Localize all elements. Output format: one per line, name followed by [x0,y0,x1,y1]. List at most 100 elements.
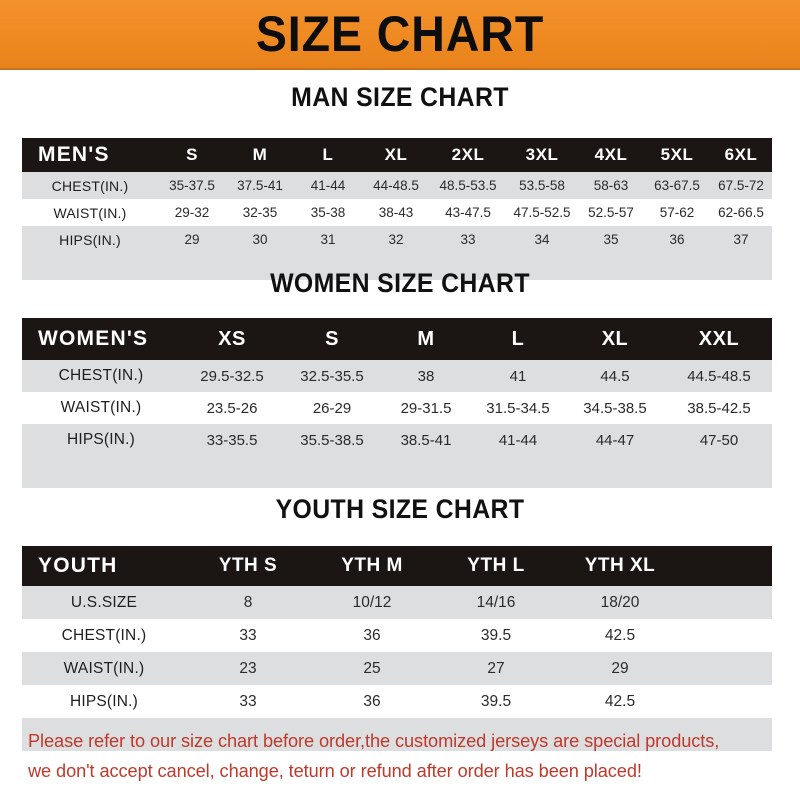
measurement-cell: 36 [644,226,710,253]
measurement-cell: 35-37.5 [158,172,226,199]
women-size-column-header: S [284,318,380,360]
measurement-cell: 42.5 [558,619,682,652]
men-size-table: MEN'S S M L XL 2XL 3XL 4XL 5XL 6XL CHEST(IN.) 35-3… [22,138,772,280]
table-bottom-strip-cell [578,253,644,280]
men-size-column-header: XL [362,138,430,172]
row-label: HIPS(IN.) [22,226,158,253]
measurement-cell: 31 [294,226,362,253]
table-row: CHEST(IN.) 29.5-32.5 32.5-35.5 38 41 44.5 44.5… [22,360,772,392]
measurement-cell: 41-44 [472,424,564,456]
measurement-cell: 38.5-42.5 [666,392,772,424]
measurement-cell: 29-32 [158,199,226,226]
measurement-cell: 8 [186,586,310,619]
women-size-table: WOMEN'S XS S M L XL XXL CHEST(IN.) 29.5-32.5 32.… [22,318,772,488]
measurement-cell: 31.5-34.5 [472,392,564,424]
measurement-cell: 29-31.5 [380,392,472,424]
women-size-column-header: XS [180,318,284,360]
measurement-cell: 67.5-72 [710,172,772,199]
table-bottom-strip-cell [434,718,558,751]
men-size-column-header: L [294,138,362,172]
youth-size-column-header: YTH S [186,546,310,586]
table-bottom-strip-cell [558,718,682,751]
table-header-row: MEN'S S M L XL 2XL 3XL 4XL 5XL 6XL [22,138,772,172]
measurement-cell: 39.5 [434,619,558,652]
table-bottom-strip-cell [22,456,180,488]
measurement-cell: 37.5-41 [226,172,294,199]
men-size-column-header: S [158,138,226,172]
table-row: HIPS(IN.) 33-35.5 35.5-38.5 38.5-41 41-44 44-… [22,424,772,456]
measurement-cell: 48.5-53.5 [430,172,506,199]
measurement-cell: 32-35 [226,199,294,226]
women-table-corner-label: WOMEN'S [22,318,180,360]
measurement-cell: 27 [434,652,558,685]
row-label: WAIST(IN.) [22,652,186,685]
measurement-cell: 34.5-38.5 [564,392,666,424]
table-filler-cell [682,685,772,718]
measurement-cell: 18/20 [558,586,682,619]
measurement-cell: 35-38 [294,199,362,226]
youth-table-corner-label: YOUTH [22,546,186,586]
table-filler-cell [682,546,772,586]
measurement-cell: 58-63 [578,172,644,199]
measurement-cell: 38 [380,360,472,392]
table-bottom-strip-cell [226,253,294,280]
youth-table-body: U.S.SIZE 8 10/12 14/16 18/20 CHEST(IN.) 33 36 39… [22,586,772,751]
men-size-column-header: 6XL [710,138,772,172]
table-bottom-strip-cell [186,718,310,751]
row-label: CHEST(IN.) [22,360,180,392]
measurement-cell: 23 [186,652,310,685]
men-size-column-header: 4XL [578,138,644,172]
table-bottom-strip-cell [22,253,158,280]
measurement-cell: 33 [430,226,506,253]
youth-size-column-header: YTH XL [558,546,682,586]
row-label: CHEST(IN.) [22,172,158,199]
table-row: WAIST(IN.) 23.5-26 26-29 29-31.5 31.5-34.5 34… [22,392,772,424]
measurement-cell: 53.5-58 [506,172,578,199]
table-bottom-strip-cell [682,718,772,751]
measurement-cell: 35 [578,226,644,253]
table-header-row: YOUTH YTH S YTH M YTH L YTH XL [22,546,772,586]
measurement-cell: 44.5-48.5 [666,360,772,392]
measurement-cell: 35.5-38.5 [284,424,380,456]
table-bottom-strip-cell [158,253,226,280]
measurement-cell: 29.5-32.5 [180,360,284,392]
row-label: CHEST(IN.) [22,619,186,652]
row-label: WAIST(IN.) [22,199,158,226]
measurement-cell: 38.5-41 [380,424,472,456]
measurement-cell: 37 [710,226,772,253]
table-bottom-strip-cell [310,718,434,751]
measurement-cell: 33-35.5 [180,424,284,456]
table-row: HIPS(IN.) 33 36 39.5 42.5 [22,685,772,718]
table-bottom-strip [22,718,772,751]
women-size-column-header: XXL [666,318,772,360]
youth-table-header: YOUTH YTH S YTH M YTH L YTH XL [22,546,772,586]
measurement-cell: 52.5-57 [578,199,644,226]
table-filler-cell [682,586,772,619]
table-row: WAIST(IN.) 29-32 32-35 35-38 38-43 43-47.5 47.… [22,199,772,226]
page-banner: SIZE CHART [0,0,800,70]
footer-line-2: we don't accept cancel, change, teturn o… [28,760,642,781]
measurement-cell: 25 [310,652,434,685]
measurement-cell: 36 [310,619,434,652]
men-size-column-header: 2XL [430,138,506,172]
table-bottom-strip-cell [710,253,772,280]
table-bottom-strip-cell [294,253,362,280]
table-bottom-strip-cell [380,456,472,488]
table-bottom-strip-cell [430,253,506,280]
women-table-body: CHEST(IN.) 29.5-32.5 32.5-35.5 38 41 44.5 44.5… [22,360,772,488]
measurement-cell: 32 [362,226,430,253]
measurement-cell: 44-48.5 [362,172,430,199]
measurement-cell: 36 [310,685,434,718]
men-size-column-header: 3XL [506,138,578,172]
women-size-column-header: L [472,318,564,360]
measurement-cell: 41 [472,360,564,392]
men-table-header: MEN'S S M L XL 2XL 3XL 4XL 5XL 6XL [22,138,772,172]
measurement-cell: 14/16 [434,586,558,619]
youth-size-column-header: YTH L [434,546,558,586]
measurement-cell: 63-67.5 [644,172,710,199]
measurement-cell: 44.5 [564,360,666,392]
women-table-header: WOMEN'S XS S M L XL XXL [22,318,772,360]
banner-title: SIZE CHART [255,6,545,62]
table-bottom-strip-cell [362,253,430,280]
